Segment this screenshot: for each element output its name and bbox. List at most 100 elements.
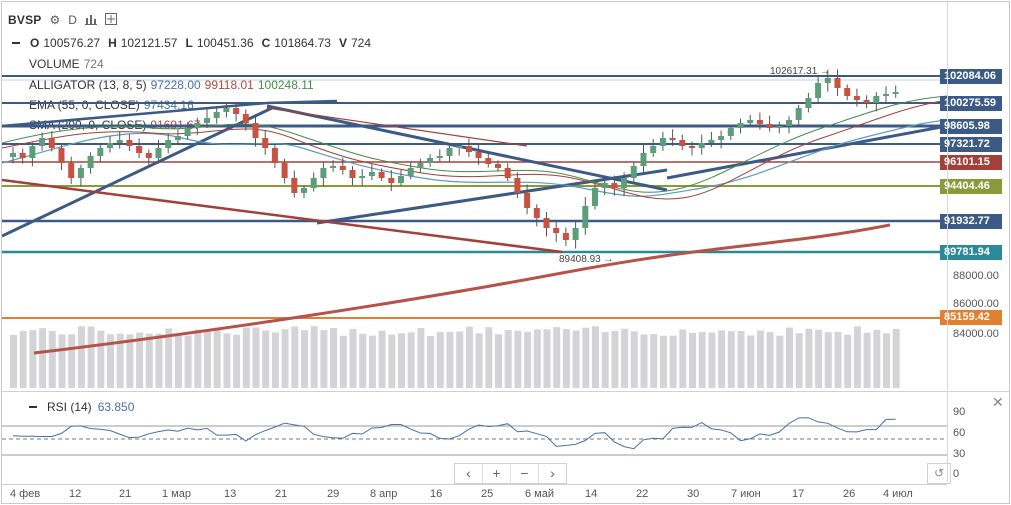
candle-body (310, 178, 317, 188)
volume-bar (514, 330, 522, 388)
volume-bar (553, 327, 561, 388)
candle-body (126, 140, 133, 146)
volume-bar (29, 330, 37, 388)
volume-bar (19, 330, 27, 388)
volume-bar (48, 331, 56, 388)
volume-bar (650, 333, 658, 388)
candle-body (572, 228, 579, 240)
volume-bar (359, 333, 367, 388)
volume-bar (601, 332, 609, 388)
alligator-teeth (2, 95, 947, 193)
candle-body (339, 166, 346, 170)
x-tick: 12 (69, 488, 82, 500)
volume-bar (436, 331, 444, 388)
price-label: 91932.77 (940, 214, 1002, 229)
volume-bar (204, 331, 211, 388)
volume-bar (582, 327, 590, 388)
volume-bar (659, 335, 667, 388)
candle-body (456, 146, 463, 148)
volume-bar (621, 328, 629, 388)
scroll-left-button[interactable]: ‹ (455, 464, 483, 483)
collapse-icon[interactable] (12, 42, 20, 44)
collapse-icon[interactable] (29, 406, 37, 408)
x-tick: 14 (585, 488, 598, 500)
candle-body (233, 108, 240, 114)
candle-body (562, 233, 569, 240)
scroll-right-button[interactable]: › (550, 465, 555, 481)
volume-bar (194, 329, 202, 388)
low-label: L (185, 36, 193, 50)
volume-bar (427, 335, 435, 388)
indicator-volume[interactable]: VOLUME 724 (29, 57, 104, 71)
close-value: 101864.73 (274, 36, 331, 50)
pane-divider[interactable] (2, 391, 1009, 392)
x-tick: 4 июл (883, 488, 913, 500)
rsi-name: RSI (14) (47, 400, 92, 414)
rsi-header[interactable]: RSI (14) 63.850 (29, 400, 134, 414)
indicator-value: 97228.00 (150, 78, 201, 92)
candle-body (320, 168, 327, 178)
candle-body (737, 123, 744, 128)
rsi-chart[interactable] (2, 402, 947, 482)
volume-bar (708, 332, 716, 388)
volume-bar (834, 331, 842, 388)
candle-body (718, 136, 725, 140)
x-tick: 4 фев (10, 488, 41, 500)
volume-bar (630, 331, 638, 388)
volume-bar (136, 332, 144, 388)
volume-bar (39, 328, 47, 388)
rsi-level: 90 (953, 406, 966, 418)
candle-body (533, 208, 540, 218)
candle-body (398, 176, 404, 183)
reset-button[interactable]: ↺ (927, 463, 951, 484)
chart-type-icon[interactable] (84, 13, 97, 28)
ema-line (2, 119, 947, 197)
zoom-in-button[interactable]: + (483, 464, 511, 483)
candle-body (330, 166, 337, 168)
x-tick: 30 (687, 488, 700, 500)
rsi-level: 0 (953, 468, 960, 480)
volume-bar (68, 334, 76, 388)
candle-body (611, 183, 618, 188)
interval-selector[interactable]: D (68, 13, 77, 27)
volume-bar (97, 330, 105, 388)
price-label: 97321.72 (940, 137, 1002, 152)
x-tick: 26 (843, 488, 856, 500)
volume-bar (320, 330, 328, 388)
volume-bar (524, 331, 532, 388)
volume-bar (592, 326, 599, 388)
candle-body (48, 138, 55, 148)
candle-body (174, 136, 181, 140)
candle-body (504, 168, 511, 178)
x-tick: 8 апр (370, 488, 398, 500)
indicator-value: 97434.16 (143, 98, 194, 112)
volume-bar (611, 330, 619, 388)
close-icon[interactable]: ✕ (992, 394, 1004, 410)
price-label: 96101.15 (940, 155, 1002, 170)
indicator-ema[interactable]: EMA (55, 0, CLOSE) 97434.16 (29, 98, 194, 112)
candle-body (592, 188, 598, 206)
volume-value: 724 (350, 36, 372, 50)
price-label: 85159.42 (940, 310, 1002, 325)
indicator-alligator[interactable]: ALLIGATOR (13, 8, 5) 97228.00 99118.01 1… (29, 78, 314, 92)
volume-bar (669, 335, 677, 388)
add-indicator-icon[interactable] (104, 12, 117, 28)
candle-body (271, 148, 278, 163)
volume-bars (10, 326, 900, 388)
volume-bar (679, 329, 687, 388)
price-chart[interactable]: 102617.31 → 89408.93 → (2, 28, 947, 388)
volume-bar (388, 334, 396, 388)
candle-body (582, 206, 589, 228)
zoom-out-button[interactable]: − (511, 464, 539, 483)
sma-line (33, 223, 891, 355)
symbol-label[interactable]: BVSP (8, 13, 42, 27)
candle-body (863, 100, 870, 103)
volume-bar (213, 327, 221, 388)
candle-body (388, 178, 395, 183)
volume-bar (485, 327, 493, 388)
volume-bar (174, 333, 182, 388)
volume-bar (892, 328, 900, 388)
gear-icon[interactable]: ⚙ (49, 13, 61, 27)
candle-body (368, 172, 375, 176)
candle-body (873, 96, 880, 103)
